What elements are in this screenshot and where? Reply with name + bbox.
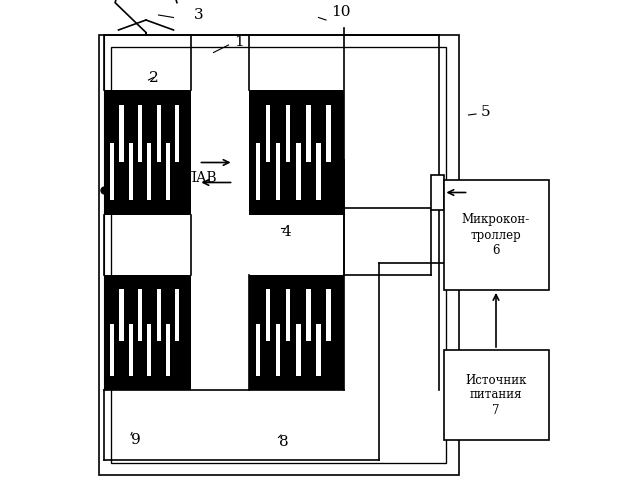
Bar	[111, 48, 446, 463]
Text: Источник
питания
7: Источник питания 7	[465, 374, 527, 416]
Bar	[316, 143, 321, 200]
Bar	[99, 35, 458, 475]
Bar	[431, 175, 444, 210]
Bar	[157, 289, 161, 341]
Text: 4: 4	[281, 226, 291, 239]
Bar	[255, 143, 260, 200]
Text: 10: 10	[331, 6, 350, 20]
Bar	[276, 324, 280, 376]
Bar	[249, 275, 344, 390]
Text: 9: 9	[131, 433, 141, 447]
Text: 5: 5	[481, 106, 491, 120]
Bar	[286, 289, 291, 341]
Bar	[104, 90, 191, 215]
Bar	[175, 289, 180, 341]
Text: 8: 8	[279, 436, 288, 450]
Bar	[110, 143, 114, 200]
Bar	[316, 324, 321, 376]
Bar	[129, 324, 133, 376]
Bar	[444, 180, 549, 290]
Bar	[119, 105, 123, 162]
Bar	[266, 289, 270, 341]
Bar	[147, 143, 151, 200]
Bar	[175, 105, 180, 162]
Bar	[306, 105, 310, 162]
Bar	[286, 105, 291, 162]
Bar	[255, 324, 260, 376]
Bar	[296, 324, 300, 376]
Text: 1: 1	[234, 36, 243, 50]
Bar	[249, 90, 344, 215]
Bar	[138, 105, 142, 162]
Bar	[296, 143, 300, 200]
Bar	[166, 324, 170, 376]
Bar	[138, 289, 142, 341]
Bar	[326, 289, 331, 341]
Bar	[326, 105, 331, 162]
Bar	[129, 143, 133, 200]
Bar	[157, 105, 161, 162]
Bar	[276, 143, 280, 200]
Text: 3: 3	[194, 8, 204, 22]
Text: ПАВ: ПАВ	[184, 170, 217, 184]
Bar	[104, 275, 191, 390]
Text: Микрокон-
троллер
6: Микрокон- троллер 6	[462, 214, 530, 256]
Bar	[147, 324, 151, 376]
Bar	[444, 350, 549, 440]
Bar	[266, 105, 270, 162]
Text: 2: 2	[149, 70, 159, 85]
Bar	[166, 143, 170, 200]
Bar	[110, 324, 114, 376]
Bar	[119, 289, 123, 341]
Bar	[306, 289, 310, 341]
